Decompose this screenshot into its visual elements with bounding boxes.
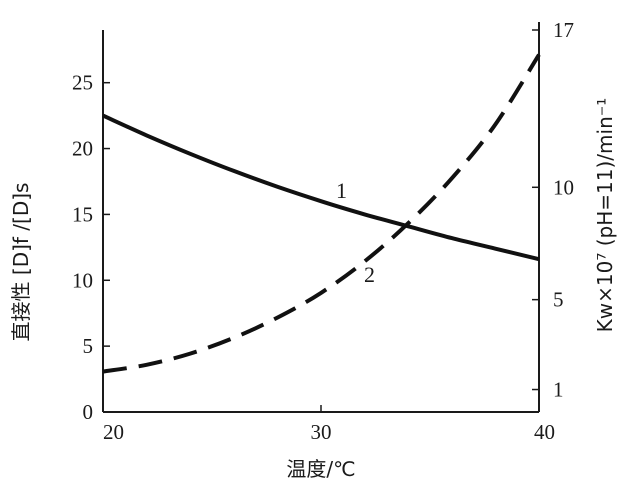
series-layer [102, 53, 541, 374]
left-y-tick-label: 15 [72, 202, 93, 226]
x-axis-title: 温度/℃ [286, 457, 355, 481]
series-2-line [102, 53, 541, 374]
right-y-axis-ticks: 1 5 10 17 [532, 18, 574, 402]
right-y-tick-label: 17 [553, 18, 574, 42]
right-y-tick-label: 1 [553, 378, 564, 402]
plot-frame [102, 22, 540, 413]
left-y-tick-label: 10 [72, 268, 93, 292]
left-y-tick-label: 20 [72, 137, 93, 161]
left-y-tick-label: 5 [83, 334, 94, 358]
curve-label-2: 2 [364, 262, 375, 287]
left-y-tick-label: 0 [83, 400, 94, 424]
right-y-tick-label: 5 [553, 288, 564, 312]
x-tick-label: 20 [103, 420, 124, 444]
series-1-line [102, 113, 540, 262]
curve-label-1: 1 [336, 178, 347, 203]
right-y-tick-label: 10 [553, 175, 574, 199]
x-axis-ticks: 20 30 40 [102, 405, 555, 444]
left-y-axis-title: 直接性 [D]f /[D]s [9, 183, 33, 342]
left-y-axis-ticks: 0 5 10 15 20 25 [72, 71, 110, 424]
right-y-axis-title: Kw×10⁷ (pH=11)/min⁻¹ [593, 98, 617, 333]
x-tick-label: 30 [311, 420, 332, 444]
x-tick-label: 40 [534, 420, 555, 444]
left-y-tick-label: 25 [72, 71, 93, 95]
